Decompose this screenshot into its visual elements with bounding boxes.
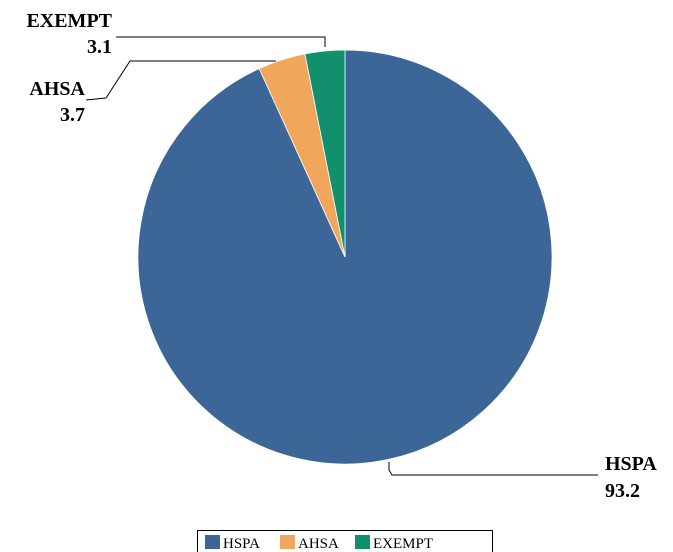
- legend-swatch-hspa: [205, 535, 220, 549]
- data-label-name-hspa: HSPA: [605, 453, 657, 475]
- data-label-value-exempt: 3.1: [87, 36, 112, 58]
- leader-line-exempt: [116, 36, 326, 47]
- leader-lines: [85, 36, 598, 476]
- legend-label-exempt: EXEMPT: [373, 536, 433, 552]
- legend-label-hspa: HSPA: [223, 536, 260, 552]
- leader-line-ahsa: [85, 60, 276, 101]
- data-label-value-hspa: 93.2: [605, 480, 640, 502]
- data-label-name-ahsa: AHSA: [29, 78, 85, 100]
- legend-label-ahsa: AHSA: [298, 536, 339, 552]
- data-label-value-ahsa: 3.7: [60, 104, 85, 126]
- legend-swatch-exempt: [355, 535, 370, 549]
- legend-box: [197, 530, 493, 552]
- pie-slices: [137, 49, 553, 465]
- legend: HSPA AHSA EXEMPT: [197, 530, 493, 552]
- data-label-name-exempt: EXEMPT: [26, 10, 112, 32]
- pie-slice-exempt: [304, 49, 346, 258]
- legend-swatch-ahsa: [280, 535, 295, 549]
- leader-line-hspa: [388, 462, 598, 476]
- data-labels: HSPA 93.2 AHSA 3.7 EXEMPT 3.1: [26, 10, 657, 502]
